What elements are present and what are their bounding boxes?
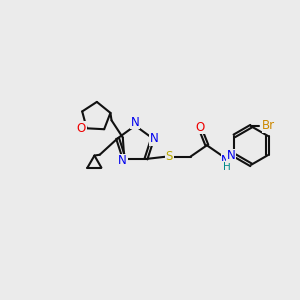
Text: O: O bbox=[196, 121, 205, 134]
Text: N: N bbox=[131, 116, 140, 129]
Text: Br: Br bbox=[262, 119, 275, 132]
Text: N: N bbox=[150, 132, 159, 145]
Text: N: N bbox=[221, 154, 230, 167]
Text: S: S bbox=[166, 150, 173, 163]
Text: N: N bbox=[227, 149, 236, 162]
Text: N: N bbox=[118, 154, 127, 167]
Text: O: O bbox=[77, 122, 86, 135]
Text: H: H bbox=[223, 162, 231, 172]
